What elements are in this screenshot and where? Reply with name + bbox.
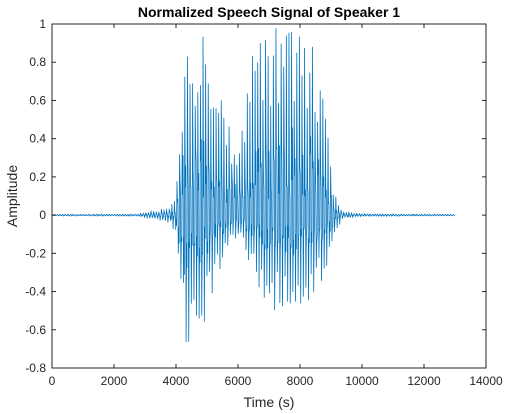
- y-tick-label: -0.2: [25, 246, 46, 260]
- x-tick-label: 12000: [407, 374, 441, 388]
- y-tick-label: -0.6: [25, 323, 46, 337]
- x-axis-ticks: 0 2000 4000 6000 8000 10000 12000 14000: [49, 24, 503, 388]
- y-axis-ticks: -0.8 -0.6 -0.4 -0.2 0 0.2 0.4 0.6 0.8 1: [25, 17, 486, 375]
- y-tick-label: 1: [39, 17, 46, 31]
- x-tick-label: 2000: [101, 374, 128, 388]
- y-axis-label: Amplitude: [4, 165, 20, 227]
- x-tick-label: 10000: [345, 374, 379, 388]
- x-tick-label: 6000: [225, 374, 252, 388]
- x-tick-label: 4000: [163, 374, 190, 388]
- x-tick-label: 0: [49, 374, 56, 388]
- speech-signal-line: [51, 28, 456, 343]
- y-tick-label: 0.8: [29, 55, 46, 69]
- y-tick-label: 0.6: [29, 93, 46, 107]
- y-tick-label: 0.4: [29, 132, 46, 146]
- y-tick-label: 0.2: [29, 170, 46, 184]
- x-tick-label: 14000: [469, 374, 503, 388]
- x-tick-label: 8000: [287, 374, 314, 388]
- signal-layer: [51, 28, 456, 343]
- y-tick-label: 0: [39, 208, 46, 222]
- y-tick-label: -0.4: [25, 285, 46, 299]
- x-axis-label: Time (s): [244, 394, 295, 410]
- chart-title: Normalized Speech Signal of Speaker 1: [138, 4, 400, 20]
- y-tick-label: -0.8: [25, 361, 46, 375]
